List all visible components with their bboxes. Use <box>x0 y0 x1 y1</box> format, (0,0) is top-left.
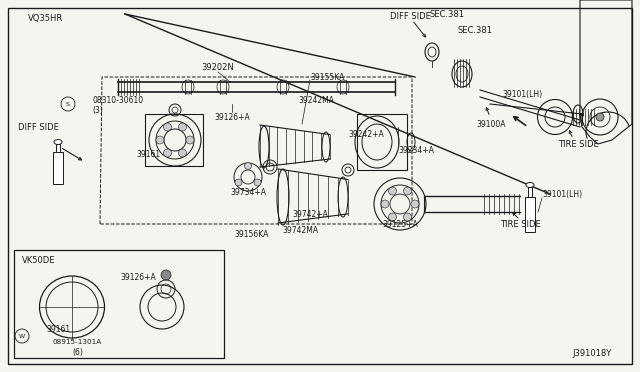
Text: 39126+A: 39126+A <box>214 112 250 122</box>
Circle shape <box>403 187 412 195</box>
Text: 39242+A: 39242+A <box>348 129 384 138</box>
Text: (3): (3) <box>92 106 103 115</box>
Circle shape <box>179 149 186 157</box>
Text: DIFF SIDE: DIFF SIDE <box>390 12 431 20</box>
Text: 08915-1301A: 08915-1301A <box>52 339 101 345</box>
Text: 39742+A: 39742+A <box>292 209 328 218</box>
Text: 39161: 39161 <box>136 150 160 158</box>
Circle shape <box>186 136 194 144</box>
Circle shape <box>411 200 419 208</box>
Ellipse shape <box>526 183 534 187</box>
Bar <box>14 250 224 358</box>
Circle shape <box>179 123 186 131</box>
Text: 39100A: 39100A <box>476 119 506 128</box>
Circle shape <box>156 136 164 144</box>
Text: (6): (6) <box>72 347 83 356</box>
Text: VQ35HR: VQ35HR <box>28 14 63 23</box>
Text: 39742MA: 39742MA <box>282 225 318 234</box>
Text: 39155KA: 39155KA <box>310 73 344 81</box>
Polygon shape <box>525 197 535 232</box>
Text: 39125+A: 39125+A <box>382 219 418 228</box>
Circle shape <box>403 213 412 221</box>
Text: 08310-30610: 08310-30610 <box>92 96 143 105</box>
Text: 39202N: 39202N <box>202 62 234 71</box>
Text: 39126+A: 39126+A <box>120 273 156 282</box>
Text: 39734+A: 39734+A <box>230 187 266 196</box>
Circle shape <box>161 270 171 280</box>
Circle shape <box>244 163 252 170</box>
Text: VK50DE: VK50DE <box>22 256 56 265</box>
Circle shape <box>254 179 261 186</box>
Ellipse shape <box>54 140 62 144</box>
Polygon shape <box>53 152 63 184</box>
Text: DIFF SIDE: DIFF SIDE <box>18 122 59 131</box>
Text: 39101(LH): 39101(LH) <box>542 189 582 199</box>
Text: TIRE SIDE: TIRE SIDE <box>558 140 599 148</box>
Circle shape <box>163 123 172 131</box>
Circle shape <box>596 113 604 121</box>
Text: SEC.381: SEC.381 <box>430 10 465 19</box>
Text: 39156KA: 39156KA <box>235 230 269 238</box>
Text: W: W <box>19 334 25 339</box>
Circle shape <box>163 149 172 157</box>
Text: 39101(LH): 39101(LH) <box>502 90 542 99</box>
Text: S: S <box>66 102 70 106</box>
Text: 39242MA: 39242MA <box>298 96 334 105</box>
Text: TIRE SIDE: TIRE SIDE <box>500 219 540 228</box>
Circle shape <box>388 213 397 221</box>
Polygon shape <box>56 144 60 152</box>
Text: 39161: 39161 <box>46 326 70 334</box>
Circle shape <box>388 187 397 195</box>
Text: J391018Y: J391018Y <box>572 350 612 359</box>
Circle shape <box>235 179 242 186</box>
Text: 39234+A: 39234+A <box>398 145 434 154</box>
Text: SEC.381: SEC.381 <box>458 26 493 35</box>
Polygon shape <box>528 187 532 197</box>
Circle shape <box>381 200 389 208</box>
